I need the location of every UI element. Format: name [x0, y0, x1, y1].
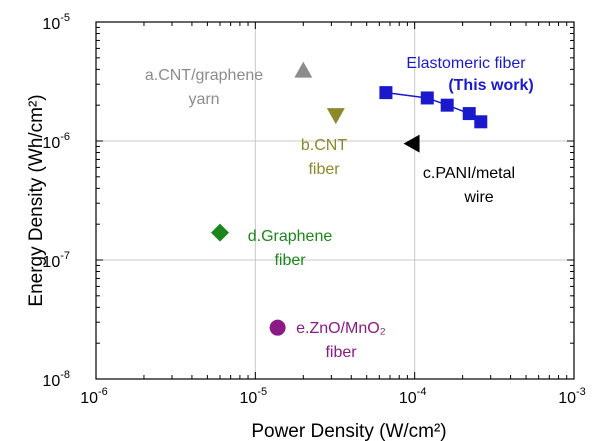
x-tick-label: 10-3	[558, 386, 586, 407]
y-tick-label: 10-7	[42, 250, 70, 271]
series-annotation-label: a.CNT/graphene	[145, 67, 263, 84]
data-point-square	[379, 86, 393, 100]
series-annotation-label: b.CNT	[301, 137, 347, 154]
series-annotation-label: (This work)	[448, 77, 533, 94]
tick-labels: 10-6 10-5 10-4 10-3 10-8 10-7 10-6 10-5	[42, 12, 585, 407]
series-annotation-label: c.PANI/metal	[423, 165, 515, 182]
x-tick-label: 10-6	[80, 386, 108, 407]
series-layer	[210, 61, 488, 336]
data-point-square	[474, 115, 488, 129]
series-annotation-label: yarn	[188, 91, 219, 108]
y-tick-label: 10-8	[42, 369, 70, 390]
plot-frame	[95, 21, 575, 380]
data-point-circle	[269, 319, 286, 336]
data-point-square	[420, 91, 434, 105]
series-annotation-label: fiber	[325, 344, 357, 361]
annotation-layer: Elastomeric fiber (This work) a.CNT/graphe…	[145, 55, 534, 361]
data-point-square	[440, 98, 454, 112]
grid-lines	[96, 22, 574, 379]
series-annotation-label: e.ZnO/MnO₂	[296, 320, 386, 337]
series-annotation-label: Elastomeric fiber	[406, 55, 526, 72]
series-annotation-label: fiber	[308, 161, 340, 178]
y-tick-label: 10-6	[42, 131, 70, 152]
series-annotation-label: wire	[463, 189, 493, 206]
series-annotation-label: d.Graphene	[248, 228, 333, 245]
x-tick-label: 10-4	[399, 386, 427, 407]
y-tick-label: 10-5	[42, 12, 70, 33]
y-axis-label: Energy Density (Wh/cm²)	[26, 94, 47, 306]
series-annotation-label: fiber	[274, 252, 306, 269]
x-tick-label: 10-5	[240, 386, 268, 407]
data-point-triangle-up	[294, 61, 313, 78]
data-point-diamond	[210, 223, 229, 242]
x-axis-label: Power Density (W/cm²)	[251, 421, 446, 441]
data-point-triangle-left	[403, 134, 420, 153]
data-point-square	[462, 107, 476, 121]
data-point-triangle-down	[326, 108, 345, 125]
axis-ticks	[95, 22, 574, 380]
